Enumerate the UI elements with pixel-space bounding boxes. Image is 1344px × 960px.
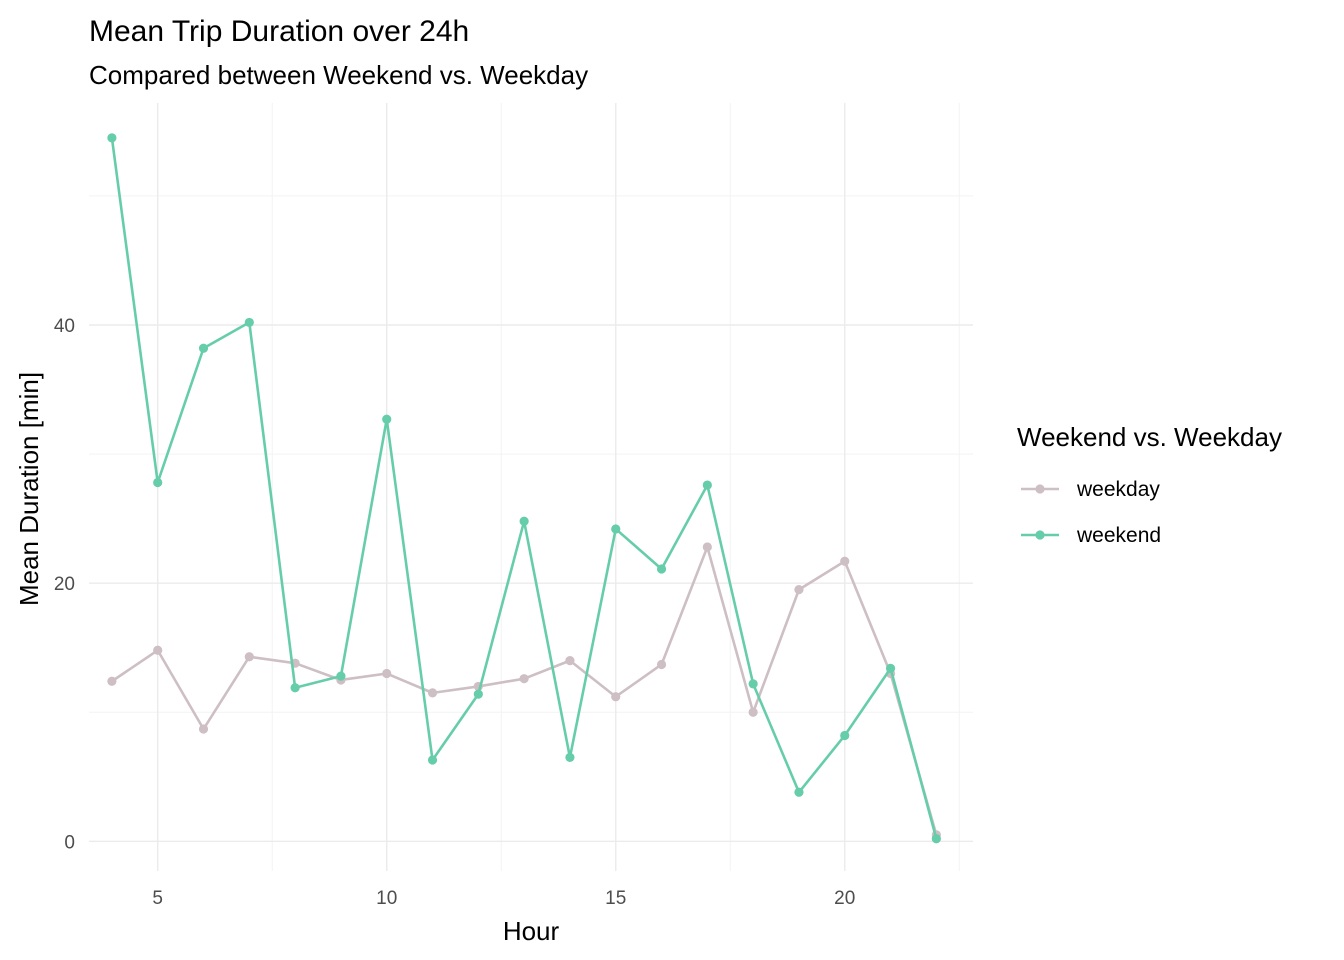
data-point-weekday	[794, 585, 804, 595]
data-point-weekend	[885, 663, 896, 673]
legend-label: weekday	[1076, 478, 1160, 501]
data-point-weekend	[198, 343, 209, 353]
data-point-weekend	[427, 755, 438, 765]
legend-item-weekend: weekend	[1021, 524, 1161, 547]
series-weekend	[107, 133, 941, 844]
series-layer	[107, 133, 941, 844]
x-axis-title: Hour	[503, 916, 560, 946]
data-point-weekend	[107, 133, 117, 143]
x-tick-label: 20	[834, 888, 855, 909]
x-tick-label: 5	[152, 888, 163, 909]
data-point-weekend	[382, 414, 392, 424]
legend: Weekend vs. Weekday weekday weekend	[1017, 422, 1282, 547]
data-point-weekday	[107, 676, 117, 686]
y-axis-title: Mean Duration [min]	[14, 372, 44, 606]
data-point-weekday	[702, 542, 712, 552]
legend-title: Weekend vs. Weekday	[1017, 422, 1282, 452]
data-point-weekend	[473, 689, 483, 699]
data-point-weekend	[656, 564, 667, 574]
data-point-weekend	[244, 317, 254, 328]
data-point-weekday	[611, 692, 621, 702]
chart-title: Mean Trip Duration over 24h	[89, 15, 469, 48]
data-point-weekend	[565, 752, 575, 763]
grid	[89, 103, 973, 871]
data-point-weekday	[427, 688, 438, 698]
data-point-weekday	[840, 556, 850, 566]
data-point-weekday	[565, 656, 575, 666]
series-line-weekday	[111, 545, 938, 836]
data-point-weekday	[244, 652, 254, 662]
data-point-weekend	[702, 480, 712, 490]
chart-subtitle: Compared between Weekend vs. Weekday	[89, 60, 588, 90]
data-point-weekday	[382, 668, 392, 679]
y-tick-label: 40	[54, 316, 75, 337]
legend-key-point	[1035, 484, 1045, 494]
y-tick-label: 20	[54, 574, 75, 595]
data-point-weekend	[290, 683, 300, 693]
data-point-weekday	[519, 674, 529, 684]
data-point-weekday	[656, 659, 667, 670]
data-point-weekend	[794, 787, 804, 797]
series-weekday	[107, 542, 941, 840]
data-point-weekend	[931, 834, 941, 844]
data-point-weekend	[519, 516, 529, 526]
legend-items: weekday weekend	[1021, 478, 1161, 547]
data-point-weekday	[153, 645, 163, 655]
data-point-weekend	[748, 679, 758, 689]
data-point-weekend	[336, 671, 346, 681]
data-point-weekend	[611, 524, 621, 534]
x-tick-label: 15	[605, 888, 626, 909]
data-point-weekday	[748, 707, 758, 717]
data-point-weekend	[153, 477, 163, 488]
x-tick-label: 10	[376, 888, 397, 909]
legend-key-point	[1035, 530, 1045, 540]
legend-label: weekend	[1076, 524, 1161, 547]
series-line-weekend	[110, 137, 938, 840]
y-tick-label: 0	[64, 832, 75, 853]
tick-labels: 5 10 15 20 0 20 40	[54, 316, 855, 909]
data-point-weekday	[198, 724, 209, 734]
legend-item-weekday: weekday	[1021, 478, 1160, 501]
data-point-weekend	[840, 730, 850, 741]
